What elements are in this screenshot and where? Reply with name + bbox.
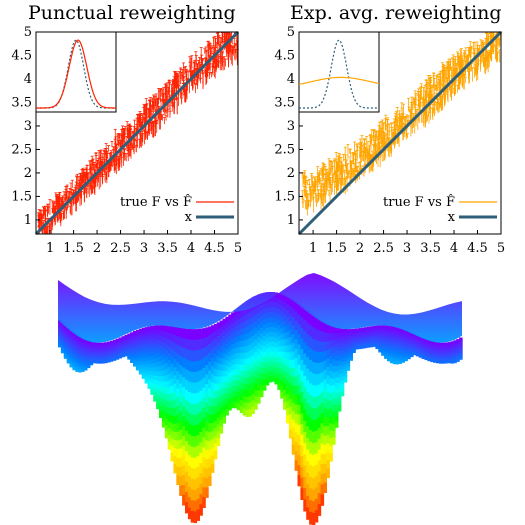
x-tick-label: 5	[234, 241, 242, 256]
x-tick-label: 4	[187, 241, 195, 256]
surface-plot	[58, 273, 463, 525]
surface-mesh	[58, 292, 463, 525]
inset-distribution	[35, 31, 117, 113]
x-tick-label: 2	[356, 241, 364, 256]
x-tick-label: 1.5	[63, 241, 84, 256]
inset-distribution	[298, 31, 380, 113]
legend: true F vs F̂x	[120, 194, 234, 225]
legend-label-line: x	[185, 210, 193, 225]
x-tick-label: 1	[46, 241, 54, 256]
plot-frame	[35, 31, 239, 235]
y-tick-label: 4.5	[274, 48, 295, 63]
plot-frame	[298, 31, 502, 235]
right-plot-title: Exp. avg. reweighting	[290, 2, 502, 24]
x-tick-label: 1.5	[326, 241, 347, 256]
x-tick-label: 5	[497, 241, 505, 256]
legend-label-line: x	[448, 210, 456, 225]
y-tick-label: 1.5	[274, 189, 295, 204]
inset-frame	[298, 31, 380, 113]
tick-labels: 1 1.5 2 2.5 3 3.5 4 4.5 5 1 1.5 2 2.5 3 3.5 4 4.5 5	[274, 25, 505, 256]
y-tick-label: 2	[24, 166, 32, 181]
legend-label-points: true F vs F̂	[120, 194, 192, 210]
x-tick-label: 2	[93, 241, 101, 256]
legend-label-points: true F vs F̂	[383, 194, 455, 210]
x-tick-label: 2.5	[373, 241, 394, 256]
y-tick-label: 1.5	[11, 189, 32, 204]
y-tick-label: 2.5	[274, 142, 295, 157]
identity-line	[34, 30, 240, 236]
inset-curve-1	[36, 39, 116, 109]
identity-line	[297, 30, 503, 236]
y-tick-label: 3	[287, 119, 295, 134]
surface-back-rim	[58, 273, 462, 343]
x-tick-label: 3	[403, 241, 411, 256]
y-tick-label: 4	[287, 72, 295, 87]
inset-curve-1	[298, 76, 380, 85]
y-tick-label: 2.5	[11, 142, 32, 157]
y-tick-label: 3.5	[11, 95, 32, 110]
y-tick-label: 5	[24, 25, 32, 40]
x-tick-label: 2.5	[110, 241, 131, 256]
x-tick-label: 4	[450, 241, 458, 256]
y-tick-label: 4.5	[11, 48, 32, 63]
x-tick-label: 4.5	[467, 241, 488, 256]
x-tick-label: 4.5	[204, 241, 225, 256]
x-tick-label: 3	[140, 241, 148, 256]
y-tick-label: 3	[24, 119, 32, 134]
y-tick-label: 3.5	[274, 95, 295, 110]
inset-frame	[35, 31, 117, 113]
y-tick-label: 4	[24, 72, 32, 87]
x-tick-label: 3.5	[157, 241, 178, 256]
x-tick-label: 1	[309, 241, 317, 256]
punctual-reweighting-plot: 1 1.5 2 2.5 3 3.5 4 4.5 5 1 1.5 2 2.5 3 3.5 4 4.5 5 true F…	[11, 25, 242, 256]
inset-curve-0	[299, 39, 379, 109]
left-plot-title: Punctual reweighting	[28, 2, 236, 24]
tick-labels: 1 1.5 2 2.5 3 3.5 4 4.5 5 1 1.5 2 2.5 3 3.5 4 4.5 5	[11, 25, 242, 256]
y-tick-label: 1	[287, 213, 295, 228]
x-tick-label: 3.5	[420, 241, 441, 256]
exp-avg-reweighting-plot: 1 1.5 2 2.5 3 3.5 4 4.5 5 1 1.5 2 2.5 3 3.5 4 4.5 5 true F…	[274, 25, 505, 256]
y-tick-label: 2	[287, 166, 295, 181]
y-tick-label: 1	[24, 213, 32, 228]
y-tick-label: 5	[287, 25, 295, 40]
legend: true F vs F̂x	[383, 194, 497, 225]
